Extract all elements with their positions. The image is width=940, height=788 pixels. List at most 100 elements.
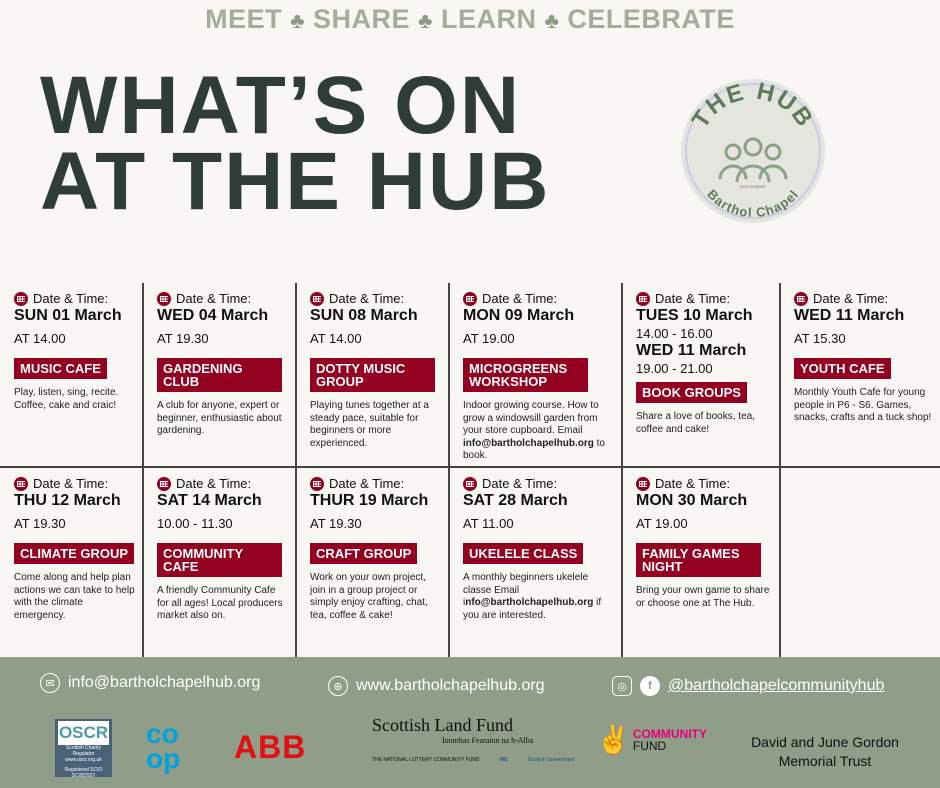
description-text: A friendly Community Cafe for all ages! …	[157, 585, 283, 621]
description-text: Play, listen, sing, recite. Coffee, cake…	[14, 387, 119, 411]
tagline-meet: MEET	[205, 4, 283, 34]
event-title-badge: MICROGREENS WORKSHOP	[463, 358, 588, 392]
tagline: MEET ♣ SHARE ♣ LEARN ♣ CELEBRATE	[0, 4, 940, 35]
event-title-badge: BOOK GROUPS	[636, 382, 747, 403]
event-description: Bring your own game to share or choose o…	[636, 585, 772, 610]
event-title-badge: MUSIC CAFE	[14, 358, 107, 379]
event-description: A club for anyone, expert or beginner, e…	[157, 400, 288, 438]
social-contact[interactable]: ◎ f @bartholchapelcommunityhub	[612, 676, 884, 696]
social-handle-link[interactable]: @bartholchapelcommunityhub	[668, 677, 885, 694]
event-date: SUN 08 March	[310, 307, 418, 324]
event-description: A friendly Community Cafe for all ages! …	[157, 585, 288, 623]
date-label-text: Date & Time:	[329, 476, 405, 491]
page-title: WHAT’S ON AT THE HUB	[40, 65, 551, 227]
calendar-icon	[14, 476, 28, 491]
the-hub-logo: THE HUB Barthol Chapel SCIO SC052937	[681, 78, 825, 223]
email-link[interactable]: nfo@bartholchapelhub.org	[465, 597, 594, 608]
event-title-badge: CRAFT GROUP	[310, 543, 418, 564]
cell-divider	[295, 283, 297, 466]
date-label-text: Date & Time:	[176, 476, 252, 491]
description-text: Come along and help plan actions we can …	[14, 572, 135, 621]
event-time: AT 19.30	[14, 516, 66, 531]
date-time-label: Date & Time:	[463, 476, 614, 491]
scottish-land-fund-logo: Scottish Land Fund Ionmhas Fearainn na h…	[372, 715, 575, 763]
description-text: Work on your own project, join in a grou…	[310, 572, 428, 621]
events-grid: Date & Time: SUN 01 March AT 14.00 MUSIC CA…	[0, 283, 940, 657]
event-time: AT 11.00	[463, 516, 514, 531]
row-divider	[0, 466, 940, 468]
slf-gaelic: Ionmhas Fearainn na h-Alba	[442, 736, 534, 745]
event-date: SAT 28 March	[463, 492, 568, 509]
cell-divider	[142, 468, 144, 657]
event-time: 14.00 - 16.00	[636, 326, 713, 341]
title-line-2: AT THE HUB	[40, 136, 551, 227]
website-link[interactable]: www.bartholchapelhub.org	[356, 677, 545, 694]
event-date: MON 09 March	[463, 307, 575, 324]
website-contact[interactable]: ⊕ www.bartholchapelhub.org	[328, 676, 545, 696]
event-time: AT 19.30	[310, 516, 362, 531]
event-title-badge: UKELELE CLASS	[463, 543, 584, 564]
event-time: AT 19.30	[157, 331, 209, 346]
date-label-text: Date & Time:	[813, 291, 889, 306]
tagline-celebrate: CELEBRATE	[567, 4, 735, 34]
oscr-logo: OSCR Scottish Charity Regulator www.oscr…	[55, 719, 112, 777]
event-card: Date & Time: SUN 01 March AT 14.00 MUSIC CA…	[0, 283, 143, 412]
mail-icon: ✉	[40, 673, 60, 693]
scottish-government-logo: Scottish Government	[527, 757, 575, 763]
hie-logo: HIE	[499, 757, 508, 763]
date-time-label: Date & Time:	[157, 291, 288, 306]
description-text: if you are interested.	[463, 597, 602, 621]
cell-divider	[295, 468, 297, 657]
leaf-icon: ♣	[418, 8, 433, 33]
event-date-2: WED 11 March	[636, 342, 747, 359]
event-card: Date & Time: MON 09 March AT 19.00 MICROGRE…	[449, 283, 622, 463]
event-description: Play, listen, sing, recite. Coffee, cake…	[14, 387, 135, 412]
event-description: Work on your own project, join in a grou…	[310, 572, 441, 622]
footer: ✉ info@bartholchapelhub.org ⊕ www.bartho…	[0, 657, 940, 788]
cell-divider	[448, 283, 450, 466]
email-link[interactable]: info@bartholchapelhub.org	[68, 674, 261, 691]
event-card: Date & Time: THU 12 March AT 19.30 CLIMATE …	[0, 468, 143, 622]
facebook-icon[interactable]: f	[640, 676, 660, 696]
event-card: Date & Time: THUR 19 March AT 19.30 CRAFT G…	[296, 468, 449, 622]
slf-name: Scottish Land Fund	[372, 715, 514, 735]
people-icon	[718, 137, 788, 183]
event-description: Indoor growing course. How to grow a win…	[463, 400, 614, 463]
calendar-icon	[463, 291, 477, 306]
abb-logo: ABB	[234, 729, 307, 765]
calendar-icon	[157, 291, 171, 306]
tagline-share: SHARE	[313, 4, 411, 34]
leaf-icon: ♣	[544, 8, 560, 33]
date-time-label: Date & Time:	[157, 476, 288, 491]
cell-divider	[142, 283, 144, 466]
event-time: AT 14.00	[310, 331, 362, 346]
event-description: Come along and help plan actions we can …	[14, 572, 135, 622]
email-link[interactable]: info@bartholchapelhub.org	[463, 437, 594, 449]
date-time-label: Date & Time:	[14, 291, 135, 306]
event-card: Date & Time: WED 04 March AT 19.30 GARDENIN…	[143, 283, 296, 438]
logo-scio: SCIO SC052937	[740, 185, 766, 189]
email-contact[interactable]: ✉ info@bartholchapelhub.org	[40, 673, 260, 693]
event-date: WED 04 March	[157, 307, 269, 324]
description-text: Indoor growing course. How to grow a win…	[463, 400, 599, 436]
event-card: Date & Time: MON 30 March AT 19.00 FAMILY G…	[622, 468, 780, 610]
event-title-badge: YOUTH CAFE	[794, 358, 891, 379]
event-time: AT 15.30	[794, 331, 846, 346]
instagram-icon[interactable]: ◎	[612, 676, 632, 696]
description-text: A club for anyone, expert or beginner, e…	[157, 400, 282, 436]
event-date: SAT 14 March	[157, 492, 262, 509]
event-time: 10.00 - 11.30	[157, 516, 233, 531]
event-title-badge: COMMUNITY CAFE	[157, 543, 282, 577]
calendar-icon	[794, 291, 808, 306]
national-lottery-logo: ✌ COMMUNITY FUND	[596, 723, 707, 756]
nl-line1: COMMUNITY	[632, 726, 707, 741]
oscr-sub: Scottish Charity Regulator	[65, 745, 101, 757]
event-card: Date & Time: WED 11 March AT 15.30 YOUTH CA…	[780, 283, 940, 425]
event-description: Share a love of books, tea, coffee and c…	[636, 411, 772, 436]
date-label-text: Date & Time:	[655, 291, 731, 306]
coop-logo: co op	[146, 718, 181, 774]
event-date: SUN 01 March	[14, 307, 122, 324]
date-label-text: Date & Time:	[33, 476, 109, 491]
date-label-text: Date & Time:	[33, 291, 109, 306]
date-label-text: Date & Time:	[329, 291, 405, 306]
